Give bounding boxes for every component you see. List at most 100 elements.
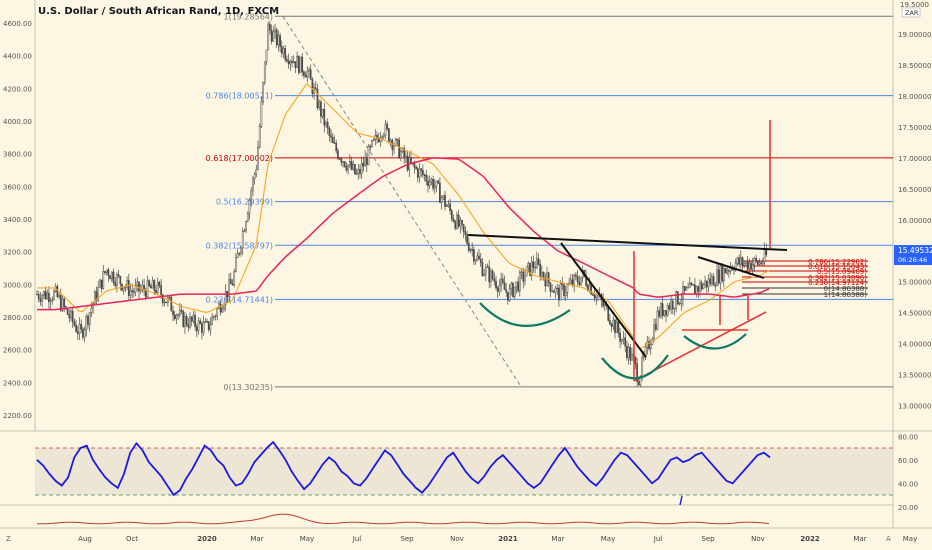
candle-body [78, 324, 81, 334]
candle-body [224, 291, 227, 305]
left-axis-tick: 3000.00 [3, 281, 32, 289]
candle-body [365, 157, 368, 166]
currency-badge[interactable] [901, 7, 921, 18]
candle-body [144, 290, 147, 298]
candle-body [671, 300, 674, 310]
candle-body [48, 292, 50, 303]
candle-body [615, 321, 618, 333]
candle-body [245, 221, 247, 231]
candle-body [228, 279, 230, 298]
candle-body [93, 291, 96, 304]
left-axis-tick: 2400.00 [3, 379, 32, 387]
candle-body [471, 249, 474, 251]
candle-body [580, 277, 582, 286]
candle-body [184, 316, 186, 327]
cup-head[interactable] [601, 354, 669, 380]
candle-body [517, 281, 519, 292]
time-axis-label: Oct [126, 535, 138, 543]
candle-body [413, 162, 416, 168]
candle-body [235, 257, 237, 272]
left-axis-tick: 4600.00 [3, 20, 32, 28]
left-axis-tick: 2600.00 [3, 347, 32, 355]
candle-body [153, 280, 156, 291]
rsi-line[interactable] [36, 440, 771, 497]
symbol-title[interactable]: U.S. Dollar / South African Rand, 1D, FX… [38, 6, 280, 17]
candle-body [345, 166, 348, 171]
candle-body [496, 287, 499, 292]
candle-body [501, 278, 504, 284]
candle-body [206, 320, 208, 323]
candle-body [201, 323, 203, 333]
candle-body [741, 257, 744, 266]
left-axis-tick: 3600.00 [3, 183, 32, 191]
candle-body [364, 157, 366, 167]
left-axis-tick: 3200.00 [3, 249, 32, 257]
candle-body [631, 354, 633, 361]
rsi-axis-tick: 80.00 [898, 433, 918, 441]
candle-body [663, 310, 666, 316]
candle-body [648, 341, 650, 350]
candle-body [381, 136, 383, 139]
candle-body [430, 178, 433, 183]
candle-body [719, 265, 722, 284]
candle-body [712, 276, 715, 286]
candle-body [449, 203, 451, 211]
candle-body [216, 308, 219, 317]
candle-body [241, 231, 244, 249]
drawings[interactable] [467, 120, 788, 382]
candle-body [762, 261, 764, 265]
candle-body [236, 253, 239, 258]
candle-body [493, 278, 496, 282]
candle-body [180, 309, 183, 312]
candle-body [554, 287, 557, 293]
candle-body [340, 158, 343, 163]
left-axis-tick: 3400.00 [3, 216, 32, 224]
candle-body [177, 314, 179, 316]
neckline-trendline[interactable] [467, 234, 788, 251]
fibonacci-retracement[interactable]: 1(19.28564) 0.786(18.00521) 0.618(17.00002… [206, 12, 893, 392]
candle-body [325, 122, 327, 126]
cup-right-shoulder[interactable] [683, 333, 747, 350]
time-axis[interactable]: Aug Oct 2020 Mar May Jul Sep Nov 2021 Mar May Jul Se… [6, 535, 917, 543]
cup-left-shoulder[interactable] [479, 302, 571, 328]
auto-scale-marker[interactable]: A [886, 535, 891, 543]
candle-body [151, 280, 154, 289]
last-price-badge[interactable] [894, 245, 932, 266]
candle-body [160, 285, 162, 296]
axis-zoom-marker[interactable]: Z [6, 535, 11, 543]
candle-body [513, 286, 516, 297]
candle-body [466, 234, 468, 244]
candle-body [299, 56, 302, 73]
candle-body [156, 281, 159, 293]
candle-body [552, 290, 555, 293]
candle-body [614, 319, 616, 333]
candle-body [178, 309, 181, 316]
candle-body [556, 287, 559, 290]
gridlines [0, 0, 932, 529]
candle-body [396, 138, 399, 141]
candle-body [569, 279, 572, 284]
candle-body [593, 295, 596, 299]
candle-body [214, 315, 217, 318]
candle-body [189, 316, 191, 328]
candle-body [369, 145, 372, 148]
candle-body [687, 287, 689, 289]
bar-countdown: 06:26:46 [898, 256, 927, 264]
candle-body [202, 322, 205, 333]
left-price-axis[interactable]: 4600.00 4400.00 4200.00 4000.00 3800.00 3600.… [3, 20, 32, 420]
downtrend-line[interactable] [560, 242, 647, 358]
candle-body [260, 101, 263, 127]
candle-body [520, 271, 523, 273]
candle-body [100, 279, 103, 289]
candle-body [265, 49, 268, 63]
candle-body [459, 220, 462, 227]
candle-body [194, 314, 196, 327]
downtrend-line-2[interactable] [697, 256, 765, 279]
rsi-pane[interactable] [35, 440, 893, 506]
candle-body [763, 249, 766, 262]
candle-body [352, 164, 355, 170]
candle-body [541, 271, 543, 278]
small-fib-label: 0.786(15.22962) [808, 258, 867, 266]
